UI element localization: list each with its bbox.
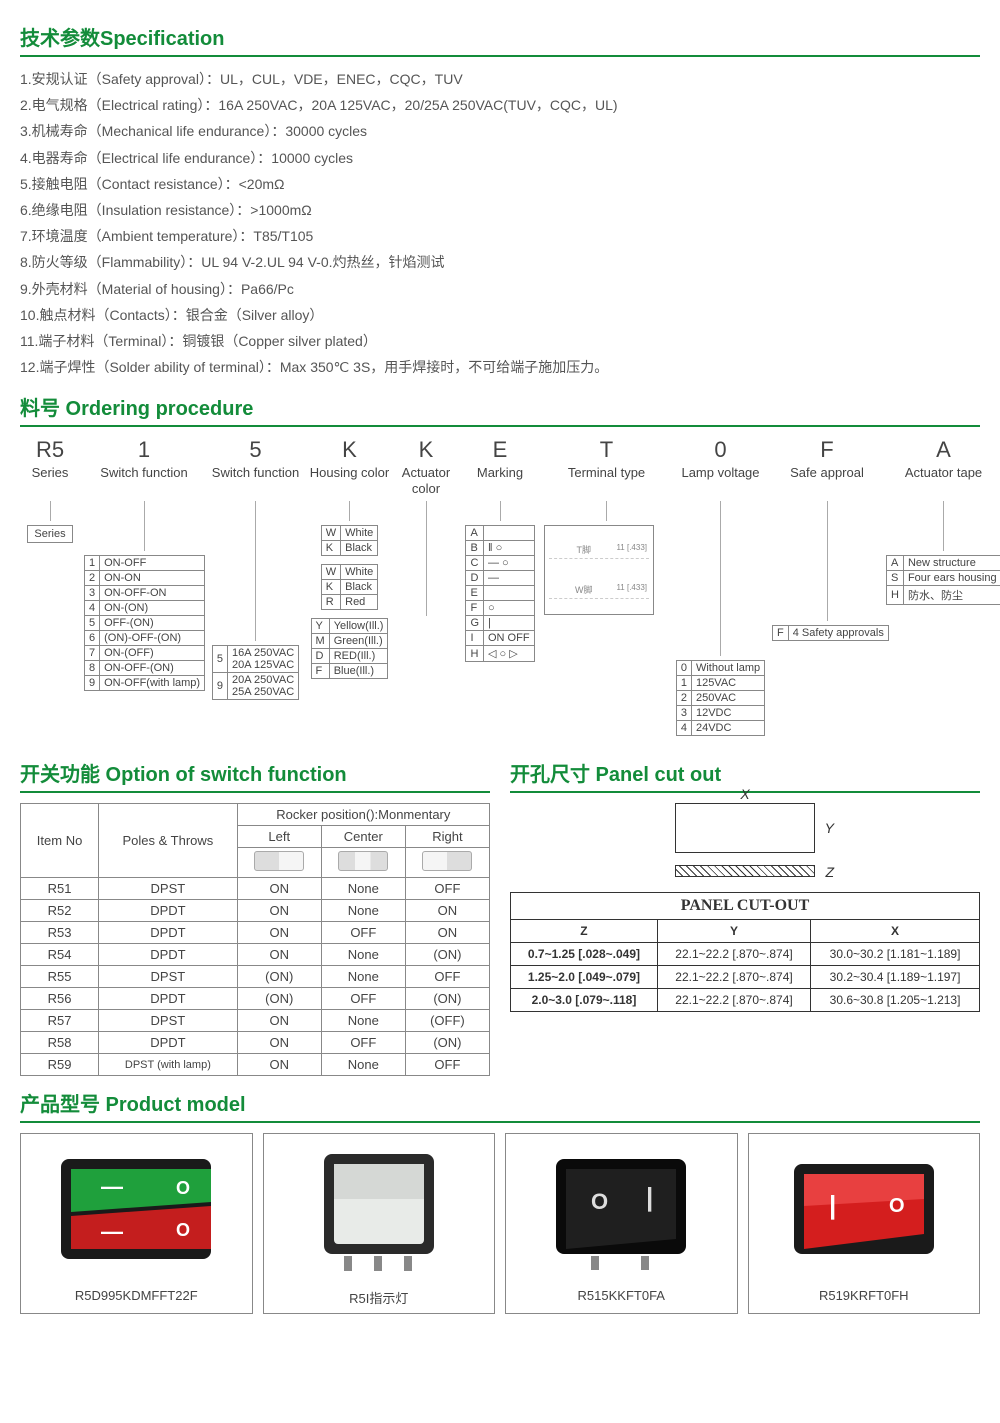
ord-label: Actuator tape: [886, 465, 1000, 497]
spec-item: 11.端子材料（Terminal）：铜镀银（Copper silver plat…: [20, 329, 980, 354]
housing-color-codes: WWhite KBlack: [321, 525, 379, 556]
svg-text:O: O: [889, 1195, 905, 1217]
switch-function-table: Item No Poles & Throws Rocker position()…: [20, 803, 490, 1076]
panel-cutout-table: PANEL CUT-OUT Z Y X 0.7~1.25 [.028~.049]…: [510, 892, 980, 1012]
spec-item: 3.机械寿命（Mechanical life endurance）：30000 …: [20, 119, 980, 144]
ord-code: A: [886, 437, 1000, 463]
switch-white-icon: [304, 1144, 454, 1274]
ord-label: Actuator color: [396, 465, 456, 497]
spec-item: 7.环境温度（Ambient temperature）：T85/T105: [20, 224, 980, 249]
ord-label: Safe approal: [772, 465, 882, 497]
product-card: O | R515KKFT0FA: [505, 1133, 738, 1314]
spec-item: 10.触点材料（Contacts）：银合金（Silver alloy）: [20, 303, 980, 328]
ord-code: 5: [208, 437, 303, 463]
rocker-center-icon: [338, 851, 388, 871]
terminal-diagram: T脚 11 [.433] W脚 11 [.433]: [544, 525, 654, 615]
spec-item: 12.端子焊性（Solder ability of terminal）：Max …: [20, 355, 980, 380]
ord-label: Switch function: [84, 465, 204, 497]
specification-list: 1.安规认证（Safety approval）：UL，CUL，VDE，ENEC，…: [20, 67, 980, 380]
product-model-heading: 产品型号 Product model: [20, 1088, 980, 1123]
illum-color-codes: YYellow(Ill.) MGreen(Ill.) DRED(Ill.) FB…: [311, 618, 389, 679]
ord-code: T: [544, 437, 669, 463]
rocker-left-icon: [254, 851, 304, 871]
spec-item: 9.外壳材料（Material of housing）：Pa66/Pc: [20, 277, 980, 302]
rocker-right-icon: [422, 851, 472, 871]
panel-cutout-diagram: [510, 803, 980, 877]
specification-heading: 技术参数Specification: [20, 22, 980, 57]
ord-code: F: [772, 437, 882, 463]
switch-function-codes: 1ON-OFF 2ON-ON 3ON-OFF-ON 4ON-(ON) 5OFF-…: [84, 555, 205, 691]
svg-text:|: |: [829, 1190, 836, 1220]
ord-code: R5: [20, 437, 80, 463]
ordering-procedure: R5 Series Series 1 Switch function 1ON-O…: [20, 437, 980, 736]
spec-item: 4.电器寿命（Electrical life endurance）：10000 …: [20, 146, 980, 171]
switch-red-icon: | O: [779, 1144, 949, 1274]
svg-text:—: —: [101, 1174, 123, 1199]
ord-code: E: [460, 437, 540, 463]
safe-approval-codes: F4 Safety approvals: [772, 625, 889, 641]
svg-text:O: O: [591, 1189, 608, 1214]
ord-code: 1: [84, 437, 204, 463]
housing-color-codes-b: WWhite KBlack RRed: [321, 564, 379, 610]
ord-code: K: [396, 437, 456, 463]
product-card: R5I指示灯: [263, 1133, 496, 1314]
svg-text:O: O: [176, 1178, 190, 1198]
product-card: | O R519KRFT0FH: [748, 1133, 981, 1314]
rating-codes: 516A 250VAC 20A 125VAC 920A 250VAC 25A 2…: [212, 645, 299, 700]
spec-item: 1.安规认证（Safety approval）：UL，CUL，VDE，ENEC，…: [20, 67, 980, 92]
series-box: Series: [27, 525, 72, 543]
marking-codes: A B‖ ○ C— ○ D— E F○ G| ION OFF H◁ ○ ▷: [465, 525, 534, 662]
ord-label: Housing color: [307, 465, 392, 497]
product-grid: — O — O R5D995KDMFFT22F R5I指示灯: [20, 1133, 980, 1314]
switch-dual-icon: — O — O: [51, 1144, 221, 1274]
product-label: R519KRFT0FH: [749, 1288, 980, 1303]
product-label: R515KKFT0FA: [506, 1288, 737, 1303]
spec-item: 2.电气规格（Electrical rating）：16A 250VAC，20A…: [20, 93, 980, 118]
ord-label: Marking: [460, 465, 540, 497]
svg-text:|: |: [646, 1182, 653, 1212]
switch-black-icon: O |: [541, 1144, 701, 1274]
product-label: R5I指示灯: [264, 1288, 495, 1307]
ord-code: 0: [673, 437, 768, 463]
spec-item: 6.绝缘电阻（Insulation resistance）：>1000mΩ: [20, 198, 980, 223]
svg-text:O: O: [176, 1220, 190, 1240]
ord-label: Series: [20, 465, 80, 497]
lamp-voltage-codes: 0Without lamp 1125VAC 2250VAC 312VDC 424…: [676, 660, 765, 736]
ord-code: K: [307, 437, 392, 463]
svg-text:—: —: [101, 1219, 123, 1244]
ord-label: Switch function: [208, 465, 303, 497]
actuator-tape-codes: ANew structure SFour ears housing H防水、防尘: [886, 555, 1000, 605]
spec-item: 8.防火等级（Flammability）：UL 94 V-2.UL 94 V-0…: [20, 250, 980, 275]
ord-label: Terminal type: [544, 465, 669, 497]
ord-label: Lamp voltage: [673, 465, 768, 497]
switch-function-heading: 开关功能 Option of switch function: [20, 758, 490, 793]
ordering-heading: 料号 Ordering procedure: [20, 392, 980, 427]
product-card: — O — O R5D995KDMFFT22F: [20, 1133, 253, 1314]
spec-item: 5.接触电阻（Contact resistance）：<20mΩ: [20, 172, 980, 197]
product-label: R5D995KDMFFT22F: [21, 1288, 252, 1303]
